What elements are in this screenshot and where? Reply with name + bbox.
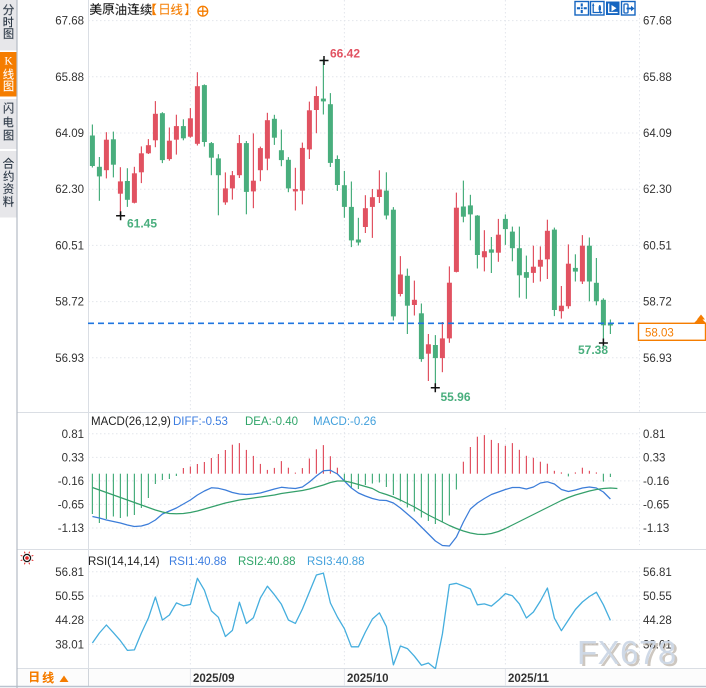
svg-text:44.28: 44.28 [643,615,672,627]
svg-text:44.28: 44.28 [55,615,84,627]
svg-text:FX678: FX678 [577,634,677,671]
svg-text:57.38: 57.38 [578,343,608,357]
svg-text:0.81: 0.81 [643,429,665,441]
svg-text:67.68: 67.68 [643,16,672,28]
svg-text:-1.13: -1.13 [643,523,669,535]
svg-text:MACD:-0.26: MACD:-0.26 [313,416,376,428]
svg-text:62.30: 62.30 [55,184,84,196]
svg-text:56.81: 56.81 [55,567,84,579]
svg-text:FX678: FX678 [580,636,680,673]
svg-text:38.01: 38.01 [55,639,84,651]
svg-text:-1.13: -1.13 [58,523,84,535]
svg-text:RSI3:40.88: RSI3:40.88 [307,556,365,568]
svg-text:64.09: 64.09 [643,128,672,140]
svg-text:58.72: 58.72 [643,297,672,309]
svg-text:65.88: 65.88 [55,72,84,84]
svg-text:56.93: 56.93 [55,353,84,365]
svg-text:0.33: 0.33 [62,452,84,464]
svg-text:DIFF:-0.53: DIFF:-0.53 [173,416,228,428]
svg-text:56.81: 56.81 [643,567,672,579]
svg-text:DEA:-0.40: DEA:-0.40 [245,416,298,428]
svg-text:0.33: 0.33 [643,452,665,464]
svg-text:65.88: 65.88 [643,72,672,84]
svg-text:2025/09: 2025/09 [193,673,235,685]
svg-text:64.09: 64.09 [55,128,84,140]
svg-text:61.45: 61.45 [127,217,157,231]
svg-text:67.68: 67.68 [55,16,84,28]
svg-text:58.72: 58.72 [55,297,84,309]
svg-text:2025/11: 2025/11 [508,673,550,685]
svg-text:-0.16: -0.16 [58,476,84,488]
svg-text:-0.65: -0.65 [58,499,84,511]
svg-text:62.30: 62.30 [643,184,672,196]
svg-text:MACD(26,12,9): MACD(26,12,9) [91,416,171,428]
svg-text:RSI2:40.88: RSI2:40.88 [238,556,296,568]
svg-text:-0.65: -0.65 [643,499,669,511]
svg-text:RSI1:40.88: RSI1:40.88 [169,556,227,568]
svg-text:55.96: 55.96 [441,390,471,404]
svg-text:RSI(14,14,14): RSI(14,14,14) [88,556,160,568]
svg-text:60.51: 60.51 [55,240,84,252]
svg-text:58.03: 58.03 [645,328,674,340]
svg-text:0.81: 0.81 [62,429,84,441]
svg-text:60.51: 60.51 [643,240,672,252]
svg-text:50.55: 50.55 [643,591,672,603]
svg-text:-0.16: -0.16 [643,476,669,488]
svg-text:66.42: 66.42 [330,47,360,61]
svg-text:K: K [4,56,13,68]
svg-text:50.55: 50.55 [55,591,84,603]
svg-text:56.93: 56.93 [643,353,672,365]
svg-text:2025/10: 2025/10 [347,673,389,685]
svg-text:38.01: 38.01 [643,639,672,651]
